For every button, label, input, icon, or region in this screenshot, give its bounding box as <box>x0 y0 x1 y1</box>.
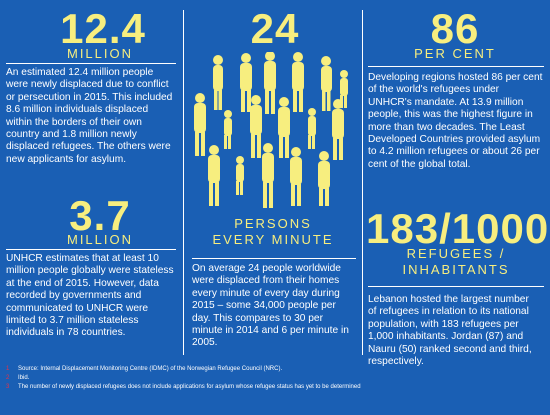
column-divider <box>362 10 363 355</box>
column-divider <box>183 10 184 355</box>
stat-text-stateless: UNHCR estimates that at least 10 million… <box>6 253 174 339</box>
stat-text-lebanon: Lebanon hosted the largest number of ref… <box>368 294 532 368</box>
footnote: 2 Ibid. <box>6 374 446 383</box>
footnote-number: 3 <box>6 384 10 390</box>
divider <box>6 249 176 250</box>
footnotes: 1 Source: Internal Displacement Monitori… <box>6 365 446 392</box>
stat-unit-lebanon-line2: INHABITANTS <box>402 262 510 277</box>
divider <box>368 286 544 287</box>
divider <box>6 63 176 64</box>
divider <box>368 66 544 67</box>
footnote-number: 1 <box>6 366 10 372</box>
stat-value-stateless: 3.7 <box>69 192 131 239</box>
footnote-text: Ibid. <box>18 375 30 381</box>
divider <box>192 258 356 259</box>
stat-text-new-displaced: An estimated 12.4 million people were ne… <box>6 67 173 165</box>
stat-text-per-minute: On average 24 people worldwide were disp… <box>192 263 349 349</box>
stat-unit-new-displaced: MILLION <box>66 46 133 61</box>
footnote: 1 Source: Internal Displacement Monitori… <box>6 365 446 374</box>
stat-unit-per-minute-line2: EVERY MINUTE <box>212 232 334 247</box>
stat-value-new-displaced: 12.4 <box>60 5 146 52</box>
footnote-number: 2 <box>6 375 10 381</box>
footnote-text: Source: Internal Displacement Monitoring… <box>18 366 283 372</box>
stat-unit-stateless: MILLION <box>66 232 133 247</box>
stat-value-per-minute: 24 <box>250 5 300 52</box>
stat-unit-lebanon-line1: REFUGEES / <box>406 246 506 261</box>
footnote-text: The number of newly displaced refugees d… <box>18 384 361 390</box>
stat-unit-per-minute-line1: PERSONS <box>234 216 312 231</box>
stat-value-lebanon: 183/1000 <box>366 205 550 252</box>
stat-text-developing: Developing regions hosted 86 per cent of… <box>368 72 543 170</box>
stat-value-developing: 86 <box>430 5 480 52</box>
people-silhouettes-icon <box>194 52 348 208</box>
footnote: 3 The number of newly displaced refugees… <box>6 383 446 392</box>
stat-unit-developing: PER CENT <box>414 46 496 61</box>
